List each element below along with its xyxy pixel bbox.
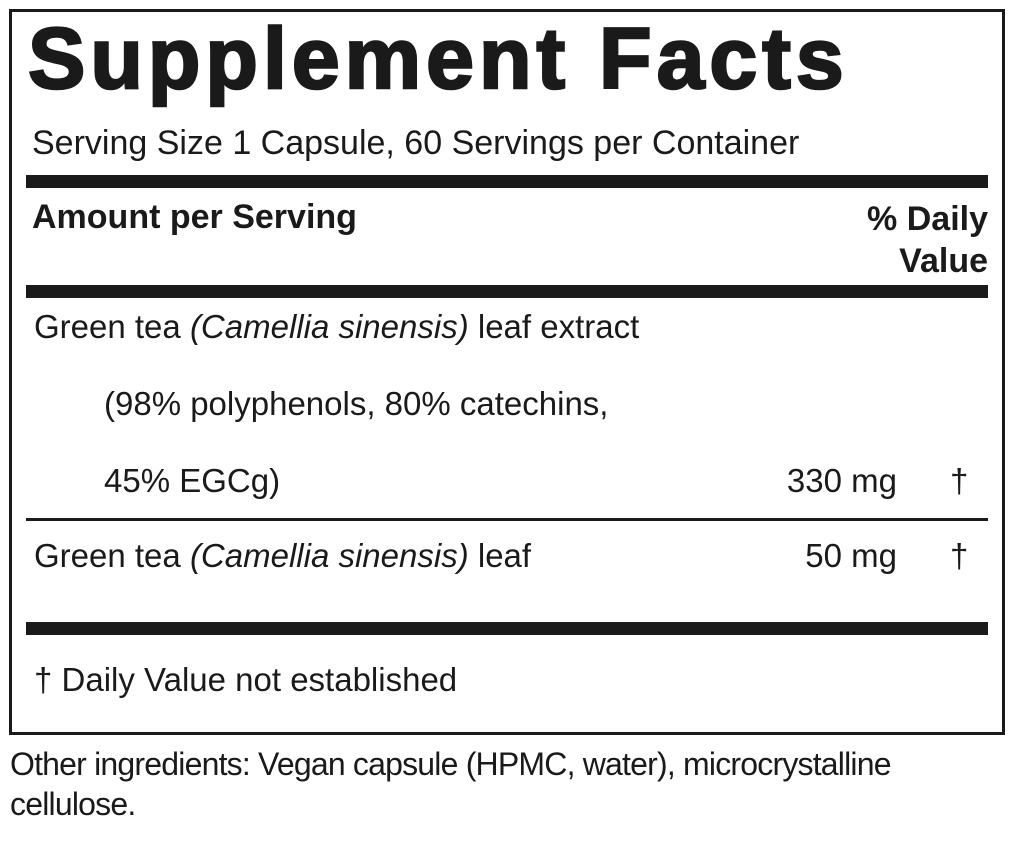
title: Supplement Facts: [27, 10, 849, 109]
name-part: Green tea: [34, 308, 181, 345]
name-part: (Camellia sinensis): [189, 308, 469, 345]
divider: [26, 285, 988, 298]
name-part: leaf: [477, 537, 532, 574]
name-part: (Camellia sinensis): [189, 537, 469, 574]
serving-size: Serving Size 1 Capsule, 60 Servings per …: [32, 124, 800, 162]
other-ingredients: Other ingredients: Vegan capsule (HPMC, …: [10, 746, 892, 822]
facts-panel: [9, 9, 1005, 735]
ingredient-name: Green tea (Camellia sinensis) leaf: [34, 537, 531, 575]
name-part: Green tea: [34, 537, 181, 574]
ingredient-detail: (98% polyphenols, 80% catechins,: [104, 385, 609, 422]
divider: [26, 518, 988, 521]
daily-value-header: % Daily Value: [867, 200, 988, 280]
daily-value: †: [950, 462, 969, 499]
daily-value: †: [950, 537, 969, 574]
ingredient-name: Green tea (Camellia sinensis) leaf extra…: [34, 308, 639, 346]
amount: 330 mg: [786, 462, 897, 499]
name-part: leaf extract: [477, 308, 640, 345]
amount-header: Amount per Serving: [32, 198, 357, 236]
amount: 50 mg: [805, 537, 897, 574]
divider: [26, 175, 988, 188]
footnote: † Daily Value not established: [34, 661, 458, 698]
ingredient-detail: 45% EGCg): [104, 462, 281, 499]
divider: [26, 622, 988, 635]
